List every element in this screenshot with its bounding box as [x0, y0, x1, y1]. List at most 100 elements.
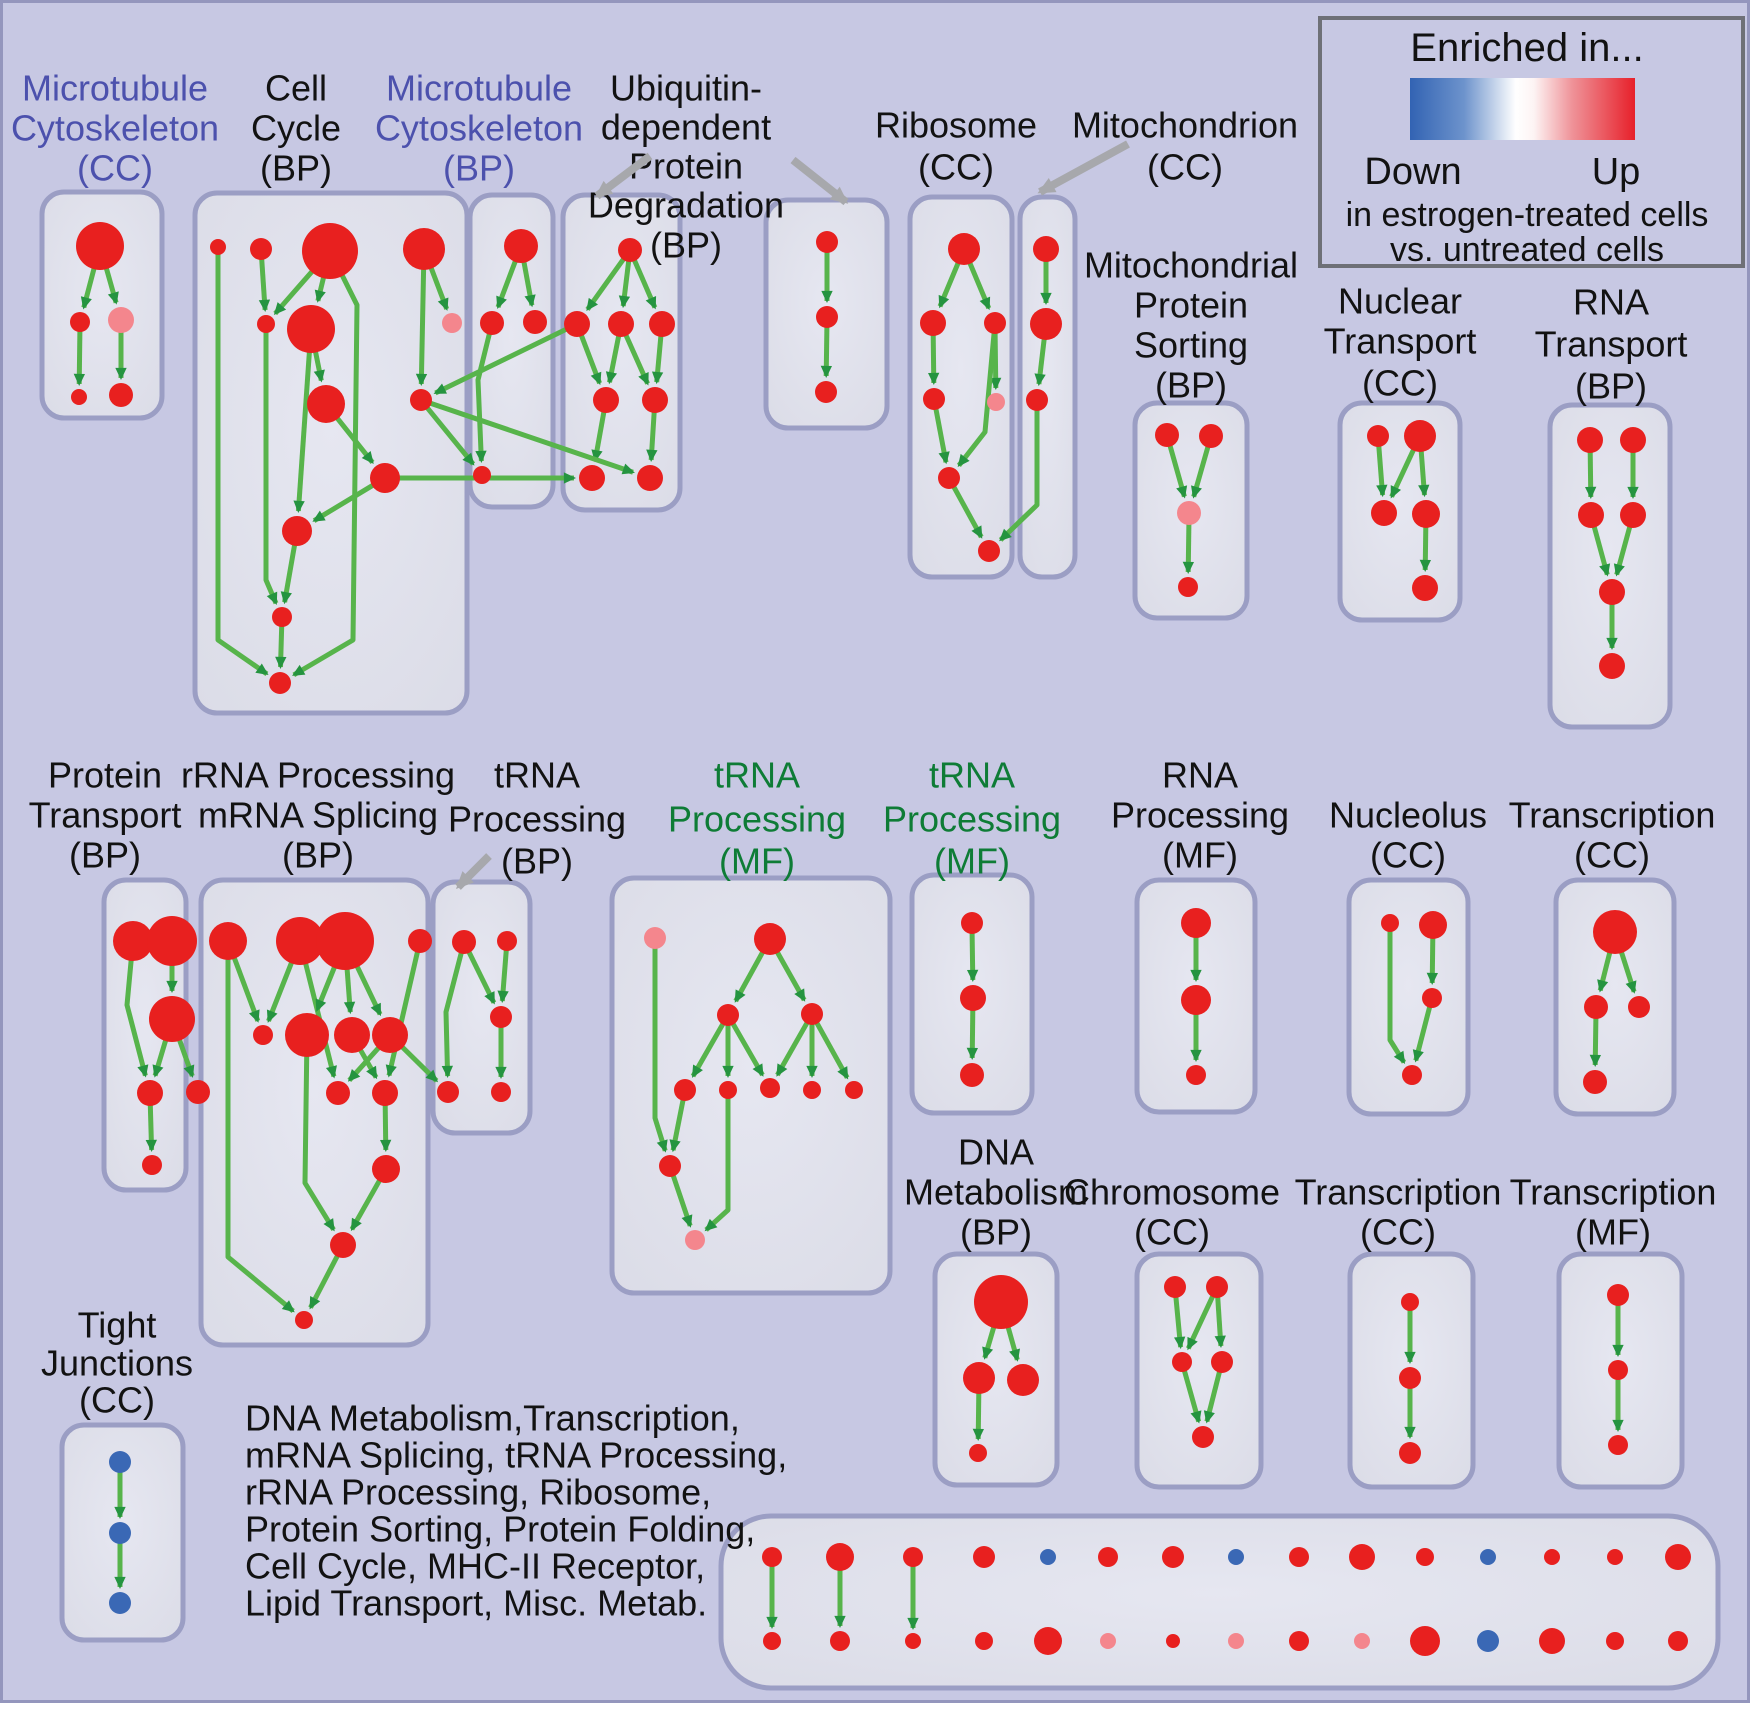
go-term-node: [1620, 502, 1646, 528]
go-term-node: [1381, 914, 1399, 932]
go-term-node: [285, 1013, 329, 1057]
edge-rna-transport-bp: [1591, 525, 1611, 577]
edge-cell-cycle-bp: [273, 269, 315, 316]
legend-box: [1318, 16, 1745, 268]
go-term-node: [1228, 1633, 1244, 1649]
go-term-node: [1181, 908, 1211, 938]
cluster-label-transcription-cc-1: (CC): [1574, 835, 1650, 876]
cluster-label-trna-processing-mf-1: tRNA: [714, 755, 800, 796]
go-term-node: [70, 312, 90, 332]
edge-dna-metabolism-bp: [972, 1392, 985, 1442]
edge-cell-cycle-bp: [258, 258, 271, 313]
edge-trna-processing-mf-1: [669, 1099, 686, 1153]
go-term-node: [1371, 500, 1397, 526]
legend-title: Enriched in...: [1410, 26, 1643, 70]
go-term-node: [372, 1017, 408, 1053]
go-term-node: [272, 607, 292, 627]
go-term-node: [269, 672, 291, 694]
go-term-node: [403, 228, 445, 270]
edge-trna-processing-mf-1: [775, 1021, 810, 1077]
edge-trna-processing-mf-2: [966, 1009, 978, 1061]
cluster-label-transcription-mf: (MF): [1575, 1212, 1651, 1253]
go-term-node: [108, 307, 134, 333]
edge-ubiquitin-bp: [632, 259, 658, 310]
edge-cell-cycle-bp: [263, 332, 279, 606]
go-term-node: [1162, 1546, 1184, 1568]
cross-cluster-edge: [400, 1045, 439, 1083]
cluster-label-protein-transport-bp: Transport: [29, 795, 182, 836]
cluster-label-trna-processing-mf-2: tRNA: [929, 755, 1015, 796]
callout-arrow-to-ubiquitin-left-box: [594, 152, 653, 200]
edge-rna-transport-bp: [1613, 525, 1633, 577]
edge-nuclear-transport-cc: [1376, 445, 1388, 498]
misc-categories-line: rRNA Processing, Ribosome,: [245, 1472, 711, 1513]
edge-ubiquitin-bp: [605, 335, 622, 385]
legend-down-label: Down: [1364, 151, 1461, 193]
go-term-node: [1608, 1435, 1628, 1455]
cluster-label-rrna-mrna-bp: rRNA Processing: [181, 755, 455, 796]
cluster-label-rna-transport-bp: (BP): [1575, 366, 1647, 407]
edge-microtubule-bp: [495, 260, 518, 309]
cluster-label-cell-cycle-bp: Cell: [265, 68, 327, 109]
edge-ribosome-cc: [928, 334, 940, 386]
legend-subtitle: in estrogen-treated cells: [1346, 196, 1709, 234]
edge-chromosome-cc: [1181, 1370, 1202, 1424]
cluster-label-nucleolus-cc: Nucleolus: [1329, 795, 1487, 836]
edge-rrna-mrna-bp: [354, 965, 383, 1017]
go-term-node: [1211, 1351, 1233, 1373]
edge-cell-cycle-bp: [428, 266, 450, 311]
go-term-node: [523, 310, 547, 334]
go-term-node: [307, 385, 345, 423]
go-term-node: [923, 388, 945, 410]
go-term-node: [975, 1632, 993, 1650]
edge-trna-processing-mf-1: [690, 1022, 726, 1078]
go-term-node: [905, 1633, 921, 1649]
cluster-label-microtubule-cc: (CC): [77, 148, 153, 189]
go-term-node: [1412, 500, 1440, 528]
go-term-node: [816, 231, 838, 253]
cluster-label-trna-processing-bp: Processing: [448, 799, 626, 840]
cluster-label-microtubule-cc: Cytoskeleton: [11, 108, 219, 149]
edge-ubiquitin-bp: [591, 411, 607, 463]
edge-rrna-mrna-bp: [358, 1048, 379, 1080]
go-term-node: [1410, 1626, 1440, 1656]
go-term-node: [1181, 985, 1211, 1015]
edge-microtubule-bp: [475, 333, 492, 464]
edge-rrna-mrna-bp: [379, 1104, 392, 1153]
edge-nucleolus-cc: [1387, 931, 1407, 1065]
cluster-label-rna-processing-mf: Processing: [1111, 795, 1289, 836]
edge-rrna-mrna-bp: [308, 1254, 340, 1310]
go-term-node: [372, 1155, 400, 1183]
go-term-node: [1607, 1549, 1623, 1565]
go-term-node: [1155, 423, 1179, 447]
cluster-label-protein-transport-bp: (BP): [69, 835, 141, 876]
edge-ribosome-cc: [933, 408, 950, 465]
edge-trna-processing-bp: [466, 950, 497, 1005]
go-term-node: [302, 223, 358, 279]
cross-cluster-edge: [433, 327, 568, 396]
edge-trna-processing-mf-1: [704, 1098, 731, 1232]
edge-chromosome-cc: [1203, 1371, 1222, 1424]
go-term-node: [330, 1232, 356, 1258]
cluster-label-cell-cycle-bp: (BP): [260, 148, 332, 189]
go-term-node: [326, 1081, 350, 1105]
go-term-node: [969, 1444, 987, 1462]
edge-trna-processing-mf-1: [652, 948, 668, 1153]
go-term-node: [210, 239, 226, 255]
go-term-node: [1607, 1284, 1629, 1306]
edge-nucleolus-cc: [1426, 937, 1439, 986]
go-term-node: [1620, 427, 1646, 453]
go-term-node: [1178, 577, 1198, 597]
go-term-node: [826, 1543, 854, 1571]
cluster-label-tight-junctions-cc: (CC): [79, 1380, 155, 1421]
go-term-node: [1599, 653, 1625, 679]
go-term-node: [1665, 1544, 1691, 1570]
go-term-node: [1289, 1547, 1309, 1567]
go-term-node: [437, 1081, 459, 1103]
go-term-node: [674, 1079, 696, 1101]
go-term-node: [960, 985, 986, 1011]
nodes: [70, 222, 1691, 1656]
go-term-node: [287, 305, 335, 353]
cluster-label-trna-processing-mf-2: Processing: [883, 799, 1061, 840]
misc-categories-line: Protein Sorting, Protein Folding,: [245, 1509, 755, 1550]
